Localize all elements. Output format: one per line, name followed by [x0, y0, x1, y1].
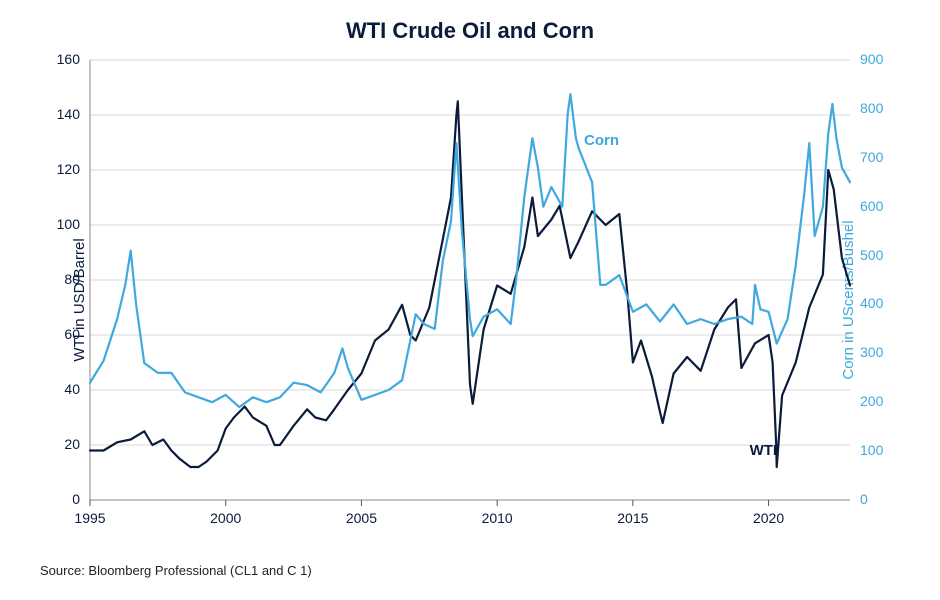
tick-label: 2000: [210, 510, 241, 526]
plot-area: [0, 0, 940, 600]
tick-label: 200: [860, 393, 883, 409]
series-label-wti: WTI: [750, 442, 778, 459]
tick-label: 800: [860, 100, 883, 116]
tick-label: 100: [860, 442, 883, 458]
tick-label: 120: [57, 161, 80, 177]
tick-label: 700: [860, 149, 883, 165]
tick-label: 2020: [753, 510, 784, 526]
tick-label: 500: [860, 247, 883, 263]
tick-label: 2015: [617, 510, 648, 526]
tick-label: 600: [860, 198, 883, 214]
tick-label: 140: [57, 106, 80, 122]
tick-label: 1995: [74, 510, 105, 526]
tick-label: 300: [860, 344, 883, 360]
tick-label: 160: [57, 51, 80, 67]
tick-label: 80: [64, 271, 80, 287]
tick-label: 60: [64, 326, 80, 342]
series-wti: [90, 101, 850, 467]
tick-label: 2005: [346, 510, 377, 526]
source-note: Source: Bloomberg Professional (CL1 and …: [40, 563, 312, 578]
tick-label: 0: [72, 491, 80, 507]
series-label-corn: Corn: [584, 132, 619, 149]
tick-label: 2010: [482, 510, 513, 526]
tick-label: 40: [64, 381, 80, 397]
tick-label: 900: [860, 51, 883, 67]
tick-label: 400: [860, 295, 883, 311]
tick-label: 0: [860, 491, 868, 507]
tick-label: 20: [64, 436, 80, 452]
tick-label: 100: [57, 216, 80, 232]
dual-axis-line-chart: WTI Crude Oil and Corn WTI in USD/Barrel…: [0, 0, 940, 600]
